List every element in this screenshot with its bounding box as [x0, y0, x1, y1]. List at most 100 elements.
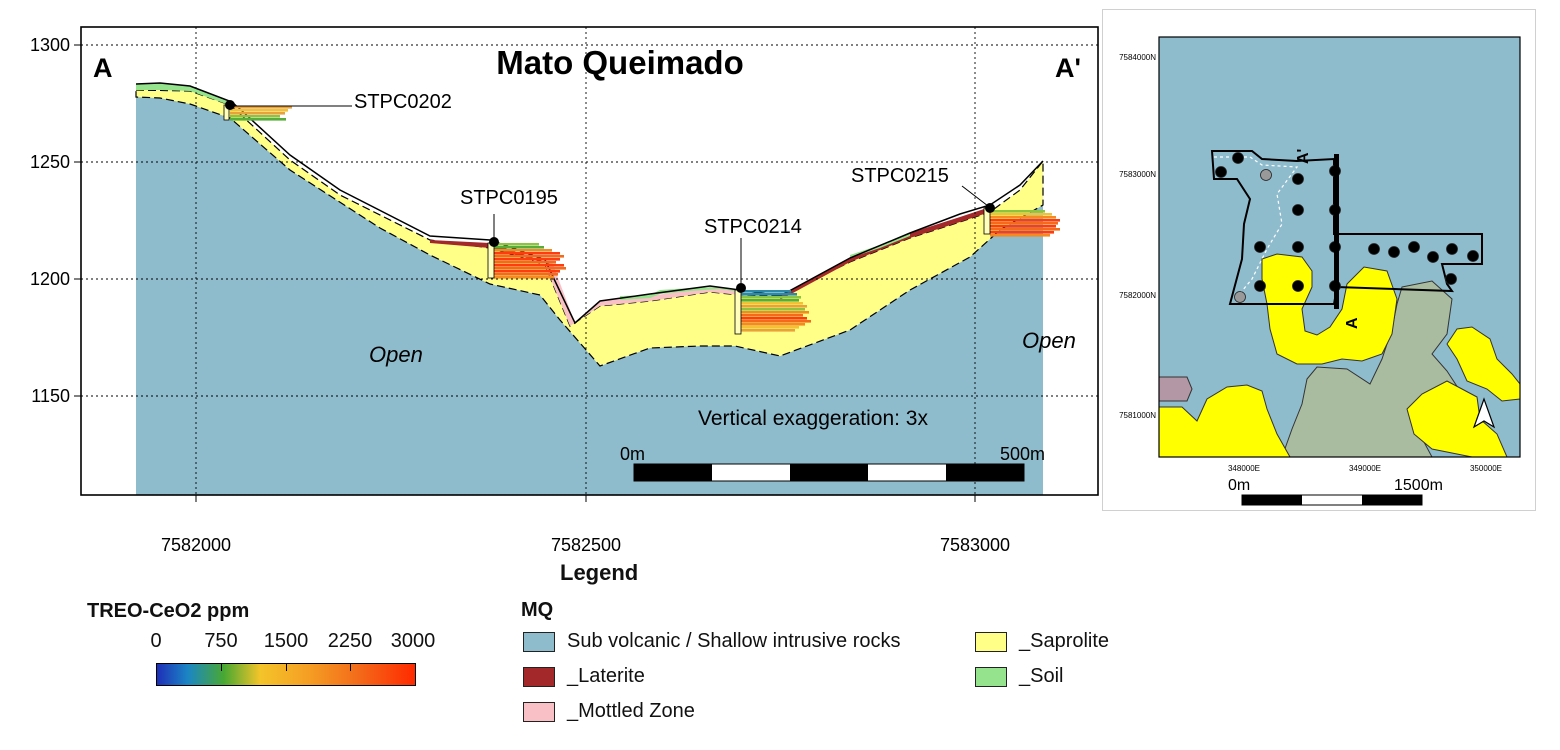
colorbar-tick: [221, 663, 222, 671]
assay-interval-bar: [494, 261, 556, 264]
colorbar-tick: [350, 663, 351, 671]
assay-interval-bar: [990, 234, 1050, 237]
legend-label: Sub volcanic / Shallow intrusive rocks: [567, 630, 901, 652]
assay-interval-bar: [741, 329, 795, 332]
drill-collar-dot: [1292, 280, 1304, 292]
assay-interval-bar: [230, 106, 292, 109]
assay-interval-bar: [741, 296, 801, 299]
drill-collar-dot: [1368, 243, 1380, 255]
map-y-axis: 7584000N 7583000N 7582000N 7581000N: [1119, 53, 1156, 420]
colorbar-tick-label: 1500: [263, 630, 309, 652]
assay-interval-bar: [494, 267, 566, 270]
map-section-start-label: A: [1344, 317, 1361, 329]
map-x-tick-label: 350000E: [1470, 464, 1502, 473]
assay-interval-bar: [230, 118, 286, 121]
section-start-label: A: [93, 53, 113, 83]
x-tick-label: 7582500: [551, 535, 621, 555]
colorbar-tick-label: 0: [150, 630, 162, 652]
drill-collar-dot: [1388, 246, 1400, 258]
assay-interval-bar: [494, 273, 558, 276]
x-tick-label: 7582000: [161, 535, 231, 555]
legend-item-soil: _Soil: [975, 665, 1063, 688]
map-scale-end-label: 1500m: [1394, 477, 1443, 494]
section-end-label: A': [1055, 53, 1081, 83]
y-tick-label: 1300: [30, 35, 70, 55]
assay-interval-bar: [741, 311, 809, 314]
section-frame: [80, 26, 1099, 496]
cross-section-panel: STPC0202 STPC0195 STPC0214 STPC0215 Mato…: [30, 26, 1099, 555]
legend-title: Legend: [560, 560, 639, 585]
y-tick-label: 1250: [30, 152, 70, 172]
assay-interval-bar: [741, 305, 807, 308]
colorbar-tick-label: 750: [204, 630, 238, 652]
legend-item-mottled-zone: _Mottled Zone: [523, 700, 695, 723]
map-y-tick-label: 7582000N: [1119, 291, 1156, 300]
assay-interval-bar: [494, 252, 560, 255]
legend-item-saprolite: _Saprolite: [975, 630, 1109, 653]
drill-collar-dot: [1292, 241, 1304, 253]
vertical-exaggeration-note: Vertical exaggeration: 3x: [698, 407, 928, 430]
project-boundary: [1210, 150, 1483, 305]
assay-interval-bar: [494, 243, 539, 246]
assay-interval-bar: [230, 109, 288, 112]
colorbar-title: TREO-CeO2 ppm: [87, 600, 250, 622]
assay-interval-bar: [494, 276, 554, 279]
assay-interval-bar: [494, 264, 564, 267]
legend-label: _Mottled Zone: [567, 700, 695, 722]
drillhole-collar: [225, 100, 235, 110]
drill-collar-dot: [1234, 291, 1246, 303]
assay-interval-bar: [990, 225, 1056, 228]
bedrock-polygon: [136, 97, 1043, 495]
legend-swatch: [523, 631, 555, 652]
section-scale-bar: 0m 500m: [620, 444, 1045, 482]
legend-swatch: [975, 666, 1007, 687]
assay-interval-bar: [741, 326, 799, 329]
assay-interval-bar: [494, 246, 544, 249]
colorbar-tick: [286, 663, 287, 671]
drillhole-stpc0202: STPC0202: [223, 91, 452, 121]
label-leader: [961, 185, 989, 207]
assay-interval-bar: [741, 314, 803, 317]
colorbar-tick-label: 2250: [327, 630, 373, 652]
assay-interval-bar: [990, 219, 1060, 222]
map-x-tick-label: 348000E: [1228, 464, 1260, 473]
assay-interval-bar: [494, 249, 552, 252]
map-y-tick-label: 7583000N: [1119, 170, 1156, 179]
mottled-zone-layer: [545, 262, 740, 326]
drillhole-collar: [736, 283, 746, 293]
open-label-left: Open: [369, 342, 423, 367]
map-x-tick-label: 349000E: [1349, 464, 1381, 473]
assay-interval-bar: [990, 222, 1058, 225]
assay-interval-bar: [990, 228, 1060, 231]
scale-start-label: 0m: [620, 444, 645, 464]
assay-interval-bar: [741, 308, 805, 311]
drill-collar-dot: [1427, 251, 1439, 263]
drill-collar-dot: [1292, 173, 1304, 185]
map-unit-purple: [1158, 376, 1193, 402]
assay-interval-bar: [990, 216, 1056, 219]
y-tick-label: 1200: [30, 269, 70, 289]
map-y-tick-label: 7581000N: [1119, 411, 1156, 420]
legend-label: _Saprolite: [1019, 630, 1110, 652]
legend-swatch: [523, 701, 555, 722]
assay-interval-bar: [230, 115, 280, 118]
legend-item-laterite: _Laterite: [523, 665, 645, 688]
section-y-axis: 1300 1250 1200 1150: [30, 35, 81, 406]
drillhole-assay-bars: [230, 106, 1060, 332]
map-unit-yellow: [1406, 326, 1521, 458]
map-y-tick-label: 7584000N: [1119, 53, 1156, 62]
drillhole-label: STPC0202: [354, 91, 452, 113]
north-arrow-icon: [1472, 397, 1496, 429]
drill-collar-dot: [1408, 241, 1420, 253]
assay-interval-bar: [741, 302, 803, 305]
assay-interval-bar: [741, 317, 807, 320]
map-frame: [1158, 36, 1521, 458]
drillhole-trace: [487, 242, 495, 279]
drill-collar-dot: [1254, 241, 1266, 253]
drillhole-stpc0214: STPC0214: [704, 216, 802, 335]
drill-collar-dot: [1232, 152, 1244, 164]
drill-collar-dot: [1260, 169, 1272, 181]
location-map-panel: A A' 7584000N 7583000N 7582000N 7581000N…: [1102, 9, 1536, 511]
drillhole-collar: [489, 237, 499, 247]
assay-interval-bar: [990, 213, 1052, 216]
